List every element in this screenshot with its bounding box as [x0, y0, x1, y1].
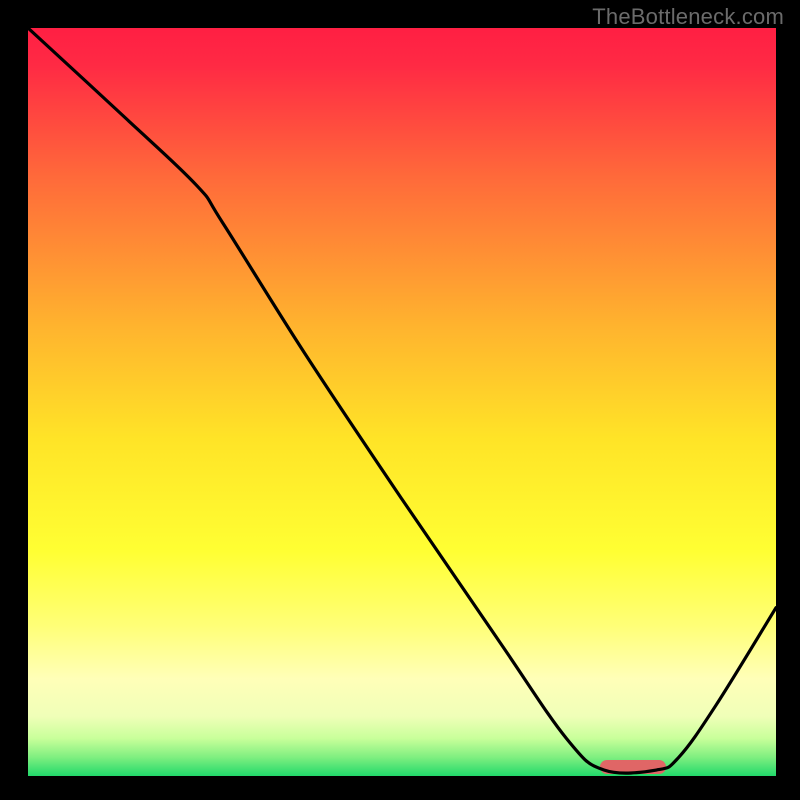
watermark-text: TheBottleneck.com: [592, 4, 784, 30]
stage: TheBottleneck.com: [0, 0, 800, 800]
plot-area: [28, 28, 776, 776]
curve-line: [28, 28, 776, 776]
